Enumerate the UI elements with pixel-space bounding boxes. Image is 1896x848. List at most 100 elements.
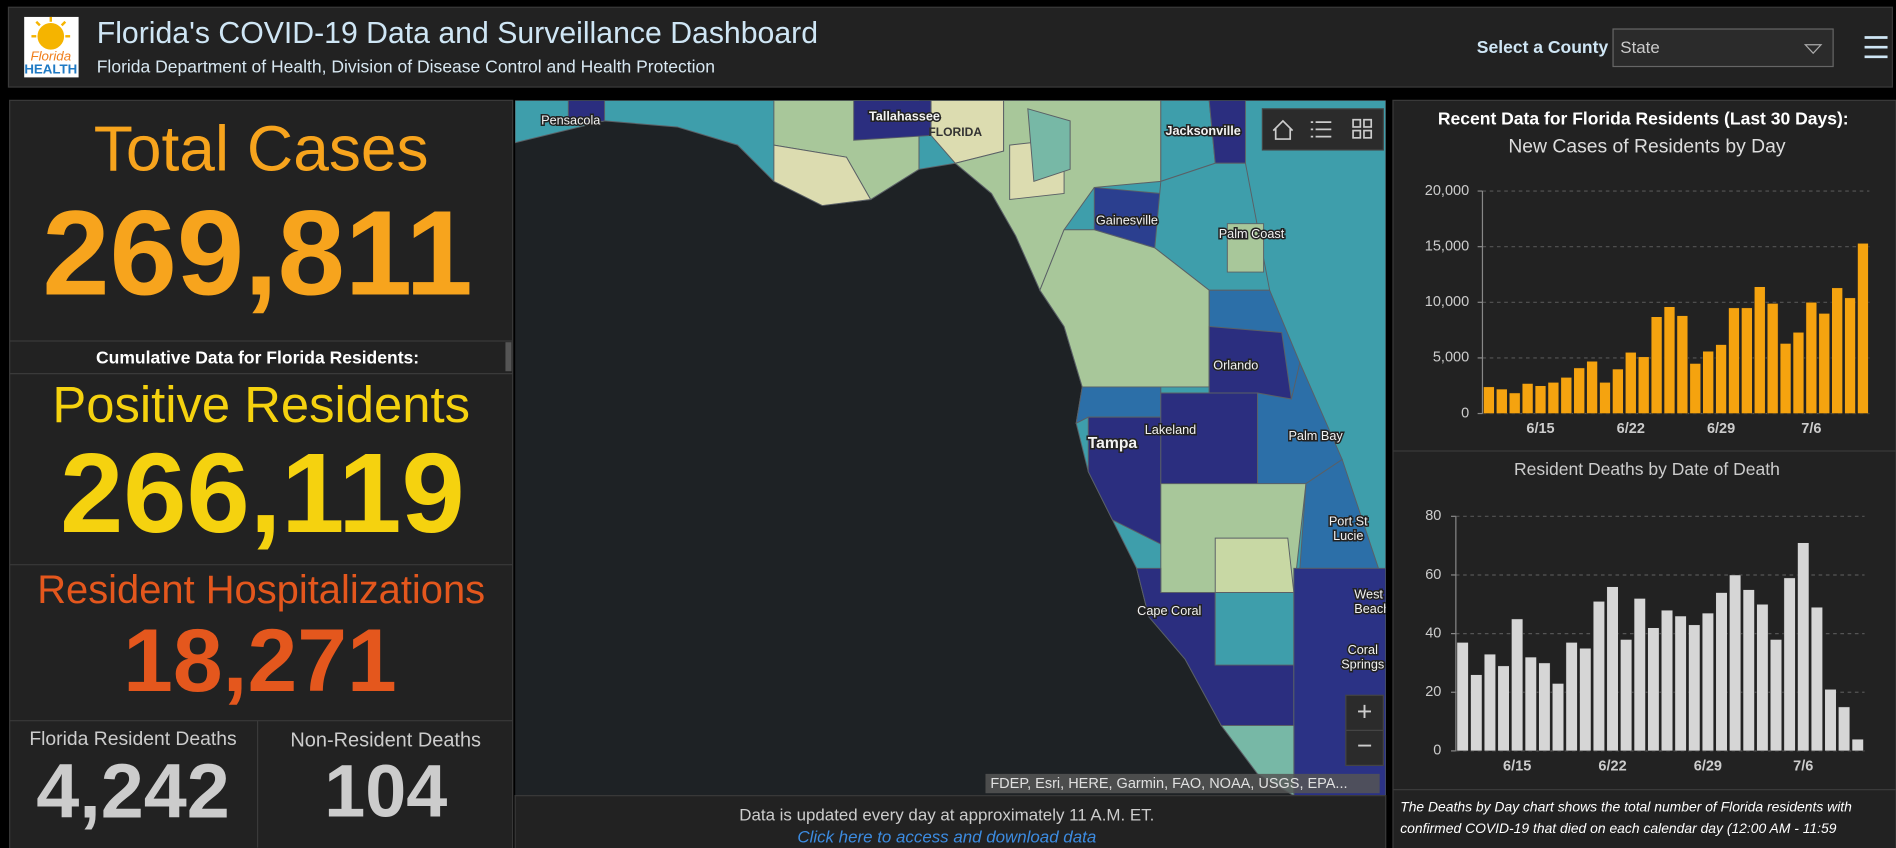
place-label: Lucie [1333,529,1363,543]
bar [1538,662,1551,752]
bar [1754,286,1766,414]
y-tick-label: 60 [1425,567,1441,583]
bar [1857,243,1869,414]
place-label: Jacksonville [1165,124,1240,138]
place-label: Tallahassee [869,110,940,124]
place-label: Gainesville [1096,214,1158,228]
y-tick-label: 80 [1425,508,1441,524]
home-icon[interactable] [1272,119,1294,140]
download-link[interactable]: Click here to access and download data [797,827,1096,846]
x-tick-label: 6/22 [1598,758,1626,774]
y-tick-label: 40 [1425,625,1441,641]
county-select[interactable]: State [1612,28,1834,68]
bar [1661,609,1673,752]
place-label: Lakeland [1145,423,1197,437]
x-tick-label: 6/22 [1617,421,1645,437]
bar [1818,313,1830,414]
bar [1688,624,1701,752]
note-line: confirmed COVID-19 that died on each cal… [1400,820,1837,836]
dropdown-arrow [1803,44,1823,55]
county-value: State [1620,38,1659,57]
chart-title: New Cases of Residents by Day [1508,136,1785,158]
bar [1606,586,1619,752]
bar [1715,592,1728,752]
y-tick-label: 5,000 [1433,350,1469,366]
positive-residents-label: Positive Residents [52,376,470,433]
bar [1741,307,1753,414]
deaths-note: The Deaths by Day chart shows the total … [1400,798,1852,836]
bar [1599,382,1611,414]
y-tick-label: 20 [1425,684,1441,700]
bar [1612,368,1624,414]
non-resident-deaths-label: Non-Resident Deaths [290,729,481,751]
bar [1573,367,1585,414]
bar [1729,574,1742,752]
resident-deaths-label: Florida Resident Deaths [29,728,236,750]
summary-panel [9,99,514,848]
bar [1511,618,1524,752]
bar [1547,382,1560,414]
bar [1831,287,1843,414]
bar [1844,297,1856,414]
bar [1701,612,1714,752]
map-tools[interactable] [1261,108,1384,151]
bar [1496,388,1508,414]
bar [1534,385,1547,414]
bar [1676,315,1689,414]
bar [1767,303,1779,414]
bar [1509,392,1521,414]
basemap-icon[interactable] [1352,118,1373,139]
y-tick-label: 0 [1433,743,1441,759]
bar [1689,363,1701,414]
county-label: Select a County [1477,37,1609,57]
zoom-in[interactable]: + [1357,696,1373,726]
bar [1805,302,1818,414]
attribution-bg [985,773,1380,794]
legend-icon[interactable] [1310,121,1332,138]
bar [1620,639,1633,752]
bar [1552,683,1564,752]
positive-residents-value: 266,119 [60,430,465,557]
place-label: Pensacola [541,113,601,127]
bar [1633,598,1646,752]
zoom-controls[interactable]: + − [1345,694,1384,767]
logo-text: HEALTH [24,62,77,77]
bar [1650,316,1663,414]
bar [1638,356,1650,414]
note-line: The Deaths by Day chart shows the total … [1400,798,1852,814]
logo-text: Florida [30,48,71,63]
x-tick-label: 6/15 [1503,758,1531,774]
x-tick-label: 6/29 [1694,758,1722,774]
bar [1742,589,1755,752]
recent-heading: Recent Data for Florida Residents (Last … [1438,108,1849,128]
bar [1586,361,1598,414]
bar [1647,627,1660,752]
hospitalizations-label: Resident Hospitalizations [37,568,485,612]
logo: Florida HEALTH [24,16,79,78]
x-tick-label: 6/15 [1526,421,1554,437]
bar [1579,648,1592,752]
bar [1483,386,1495,414]
zoom-out[interactable]: − [1357,730,1373,760]
bar [1824,689,1837,752]
menu-button[interactable] [1864,36,1888,59]
bar [1851,738,1864,752]
place-label: Beach [1354,602,1390,616]
place-label: Palm Coast [1219,227,1285,241]
total-cases-value: 269,811 [42,185,472,320]
place-label: Orlando [1213,359,1258,373]
scrollbar [505,342,512,372]
place-label: West Palm [1354,587,1415,601]
bar [1674,615,1687,752]
bar [1810,606,1823,752]
counties [515,100,1386,796]
bar [1797,542,1810,752]
bar [1470,674,1483,752]
bar [1565,642,1578,752]
bar [1783,577,1796,752]
non-resident-deaths-value: 104 [324,749,447,832]
bar [1779,343,1792,414]
bar [1792,332,1805,414]
